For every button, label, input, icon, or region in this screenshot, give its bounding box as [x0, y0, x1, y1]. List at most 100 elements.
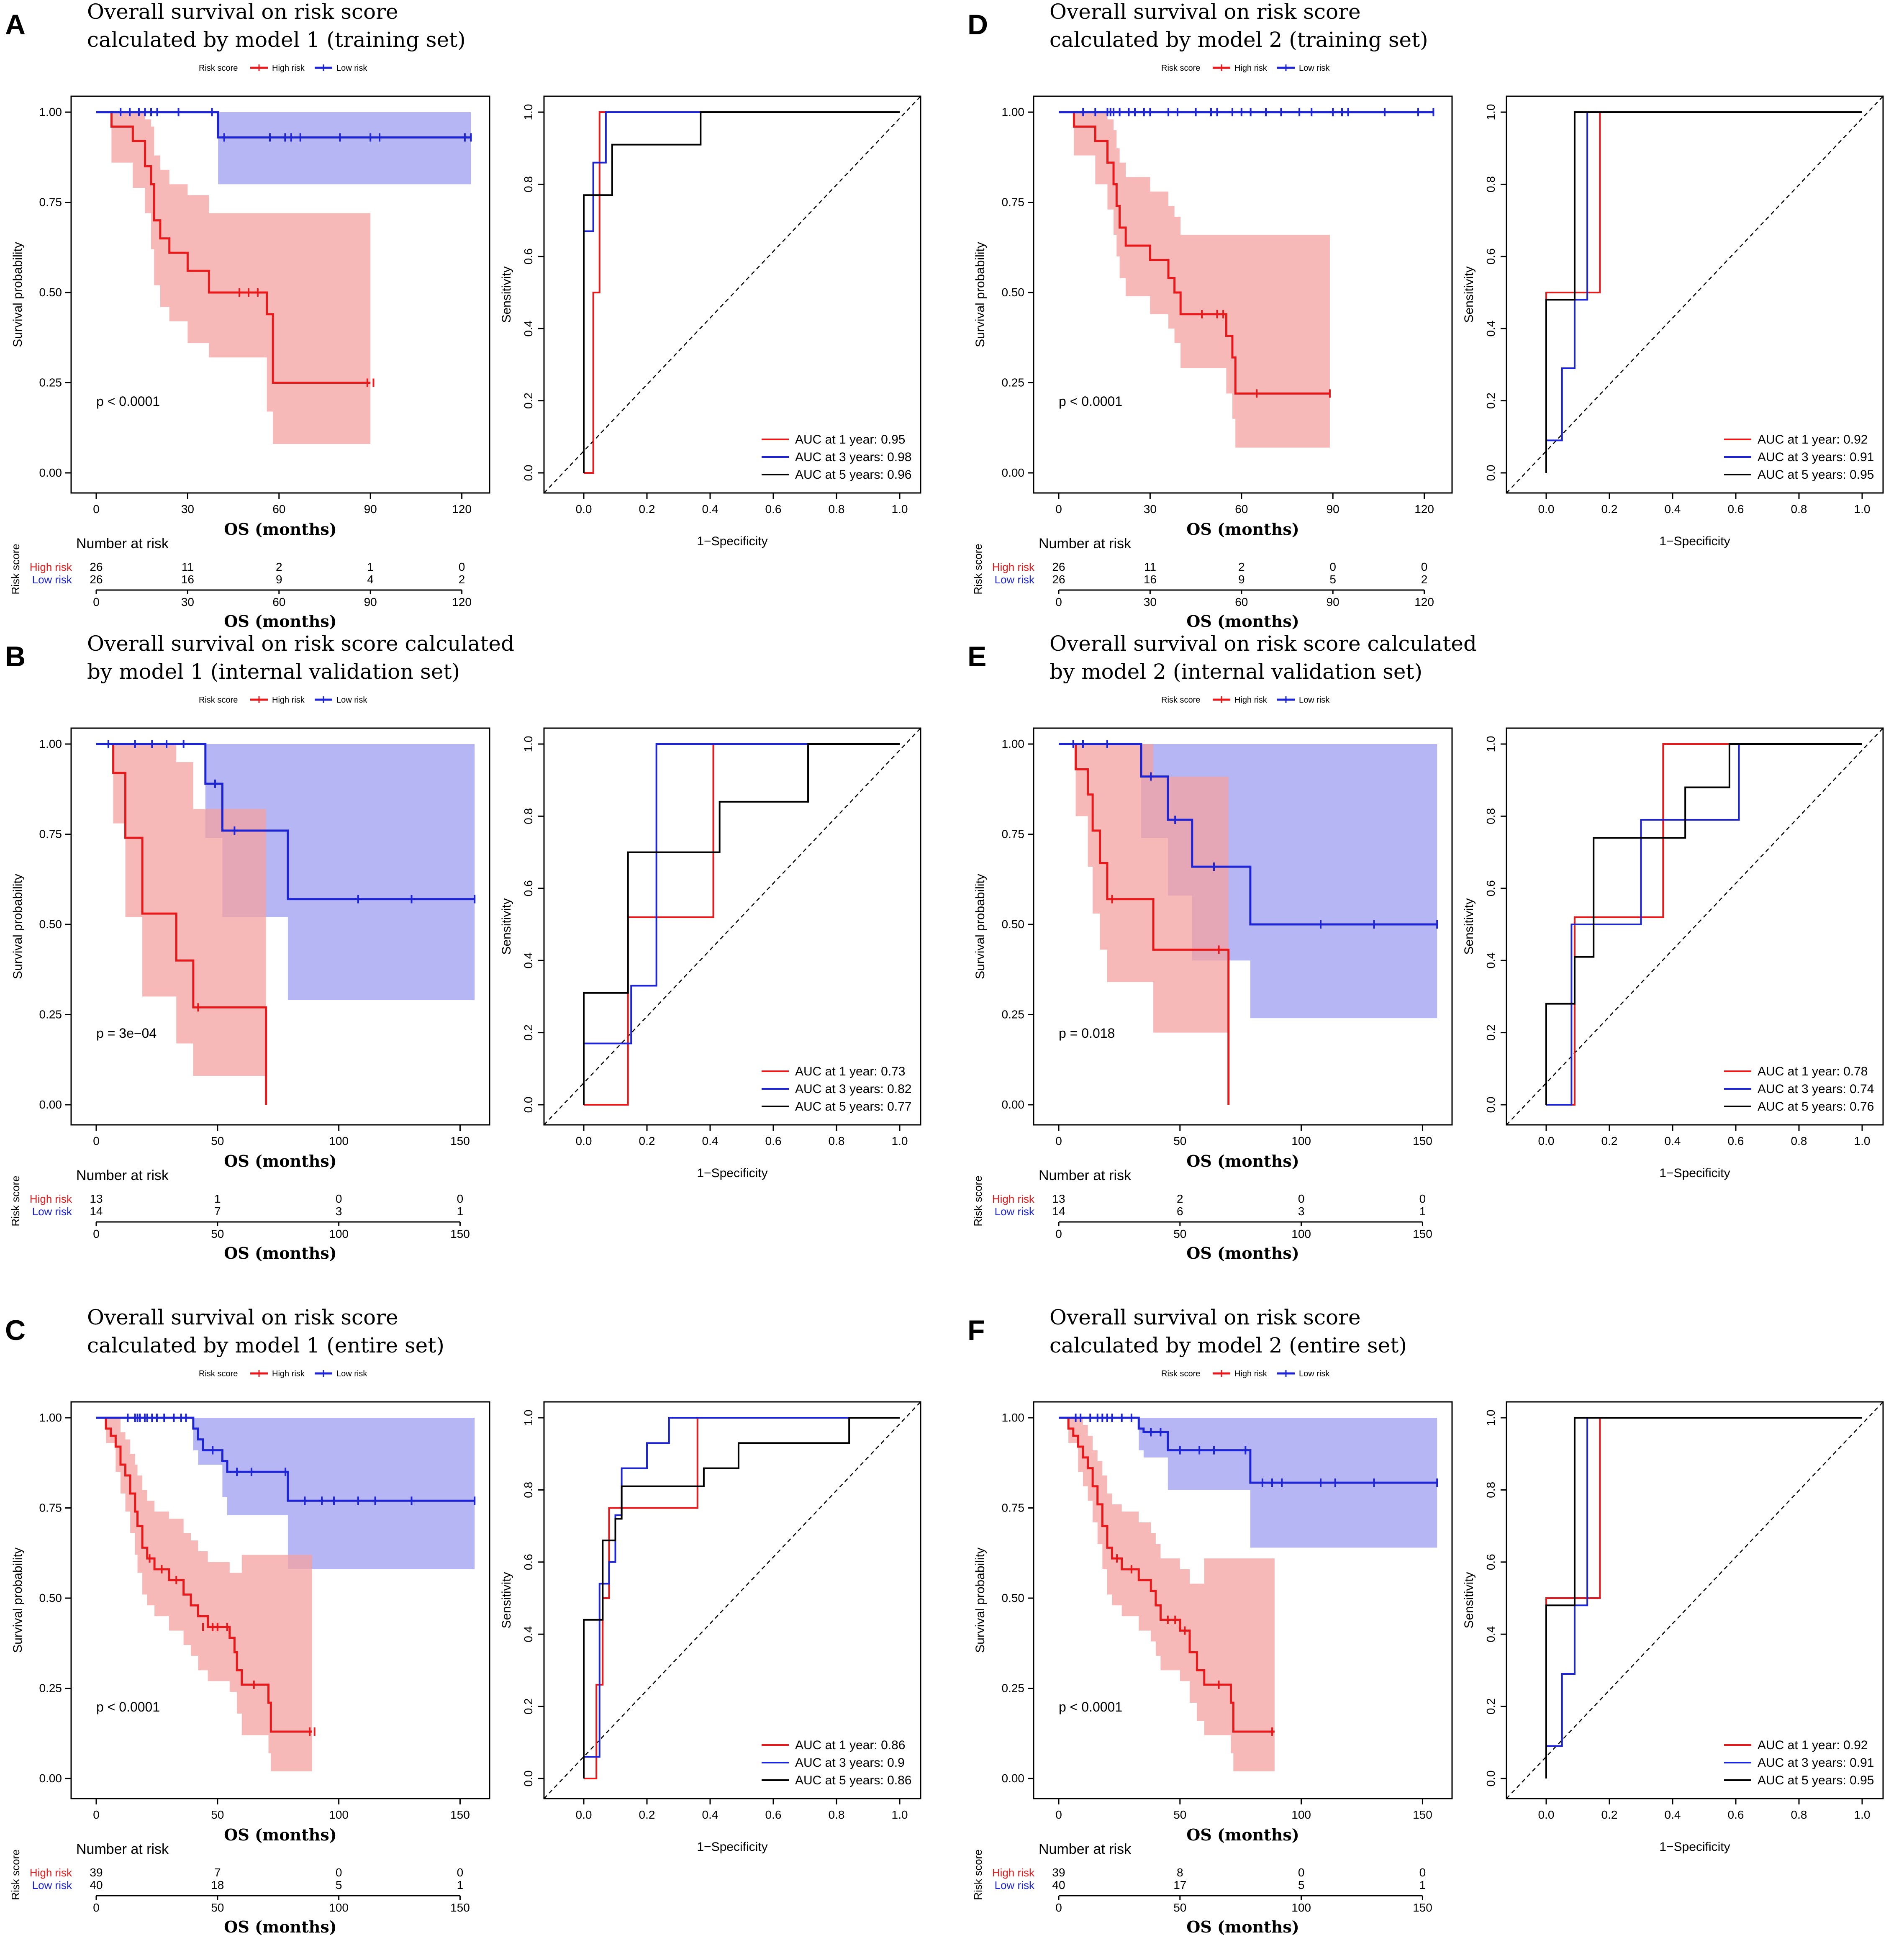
roc-y-axis-label: Sensitivity [500, 266, 513, 323]
panel-letter: F [967, 1314, 985, 1346]
risk-table-side-label: Risk score [9, 544, 22, 594]
risk-count: 1 [1419, 1205, 1426, 1218]
roc-reference-diagonal [544, 1401, 921, 1799]
km-x-tick-label: 50 [1173, 1808, 1186, 1821]
roc-y-axis-label: Sensitivity [1462, 266, 1476, 323]
risk-table-x-axis-label: OS (months) [1186, 612, 1299, 631]
legend-label: High risk [1234, 695, 1268, 705]
roc-x-tick-label: 0.6 [765, 1134, 782, 1147]
chart-title-line: Overall survival on risk score [1050, 1305, 1361, 1329]
roc-curve-1-year [584, 1417, 900, 1779]
high-risk-survival-curve [96, 743, 267, 1105]
risk-count: 0 [1298, 1192, 1305, 1205]
km-y-tick-label: 0.50 [39, 918, 62, 931]
km-y-tick-label: 0.75 [1002, 828, 1025, 841]
km-x-tick-label: 100 [1291, 1134, 1311, 1147]
km-x-tick-label: 50 [211, 1808, 224, 1821]
risk-table: Number at risk Risk score High risk 39 8 0 0 Lo… [972, 1841, 1432, 1935]
risk-table-tick-label: 100 [329, 1227, 349, 1240]
roc-curve-1-year [584, 111, 900, 474]
risk-table-row-label: Low risk [32, 1205, 72, 1218]
risk-count: 7 [214, 1866, 221, 1879]
km-y-tick-label: 0.75 [1002, 196, 1025, 209]
risk-count: 0 [1419, 1192, 1426, 1205]
roc-x-tick-label: 0.4 [1665, 503, 1681, 516]
roc-x-tick-label: 0.2 [639, 503, 655, 516]
legend-title: Risk score [1161, 1369, 1200, 1378]
roc-curve-5-years [1545, 743, 1862, 1105]
roc-y-tick-label: 1.0 [1484, 104, 1497, 121]
km-y-tick-label: 0.25 [39, 1682, 62, 1695]
risk-count: 5 [1298, 1879, 1305, 1891]
risk-table-x-axis-label: OS (months) [224, 1917, 337, 1935]
risk-count: 1 [367, 560, 374, 573]
km-x-tick-label: 0 [1055, 503, 1062, 516]
panel-c: C Overall survival on risk score calculate… [5, 1305, 921, 1935]
risk-count: 14 [90, 1205, 103, 1218]
km-y-tick-label: 0.00 [39, 1772, 62, 1785]
p-value: p < 0.0001 [96, 1699, 160, 1714]
roc-x-tick-label: 1.0 [1854, 1134, 1871, 1147]
km-x-tick-label: 120 [452, 503, 472, 516]
roc-y-tick-label: 0.8 [1484, 1482, 1497, 1498]
panel-d: D Overall survival on risk score calculate… [967, 0, 1884, 631]
km-frame [1033, 1401, 1453, 1799]
high-risk-survival-curve [1059, 743, 1230, 1105]
km-plot: 0.00 0.25 0.50 0.75 1.00 0 50 100 150 OS (months)… [973, 1401, 1453, 1844]
km-y-tick-label: 0.50 [39, 1591, 62, 1604]
risk-table-title: Number at risk [76, 536, 169, 552]
km-plot: 0.00 0.25 0.50 0.75 1.00 0 50 100 150 OS (months)… [11, 1401, 490, 1844]
high-risk-confidence-band [1059, 112, 1330, 448]
risk-table-tick-label: 60 [272, 595, 285, 608]
panel-letter: A [5, 9, 26, 41]
risk-count: 2 [1421, 573, 1428, 586]
risk-count: 2 [459, 573, 465, 586]
km-x-tick-label: 60 [272, 503, 285, 516]
km-x-tick-label: 90 [364, 503, 377, 516]
roc-y-axis-label: Sensitivity [1462, 1572, 1476, 1628]
risk-table-tick-label: 150 [1413, 1227, 1432, 1240]
roc-y-tick-label: 0.0 [1484, 1771, 1497, 1787]
km-x-tick-label: 50 [211, 1134, 224, 1147]
km-y-tick-label: 0.50 [39, 286, 62, 299]
roc-plot: 0.0 0.2 0.4 0.6 0.8 1.0 0.0 0.2 0.4 0.6 0.8 1.0 1−Sp… [1462, 1401, 1884, 1854]
high-risk-confidence-band [1059, 1418, 1275, 1771]
risk-count: 16 [181, 573, 194, 586]
km-y-tick-label: 0.25 [39, 1008, 62, 1021]
roc-x-tick-label: 0.0 [1538, 503, 1555, 516]
roc-x-tick-label: 0.0 [576, 1808, 592, 1821]
roc-y-tick-label: 0.4 [522, 321, 535, 337]
roc-x-tick-label: 0.4 [702, 1134, 718, 1147]
km-y-tick-label: 0.25 [1002, 1008, 1025, 1021]
roc-y-tick-label: 0.8 [1484, 176, 1497, 192]
roc-y-tick-label: 0.2 [1484, 393, 1497, 409]
p-value: p < 0.0001 [1059, 1699, 1122, 1714]
legend-label: High risk [1234, 1369, 1268, 1378]
km-y-tick-label: 1.00 [39, 1411, 62, 1424]
roc-plot: 0.0 0.2 0.4 0.6 0.8 1.0 0.0 0.2 0.4 0.6 0.8 1.0 1−Sp… [500, 727, 921, 1180]
km-y-tick-label: 1.00 [1002, 105, 1025, 118]
roc-y-tick-label: 0.6 [522, 248, 535, 264]
roc-x-tick-label: 0.2 [1601, 1808, 1618, 1821]
roc-frame [543, 95, 921, 494]
risk-table-tick-label: 0 [1055, 595, 1062, 608]
roc-y-axis-label: Sensitivity [500, 898, 513, 955]
km-y-tick-label: 0.50 [1002, 1591, 1025, 1604]
risk-count: 14 [1052, 1205, 1065, 1218]
risk-table-title: Number at risk [76, 1168, 169, 1183]
risk-table-row-label: Low risk [995, 573, 1035, 586]
roc-x-tick-label: 0.6 [1728, 1134, 1744, 1147]
risk-table-tick-label: 0 [93, 1901, 100, 1914]
high-risk-confidence-band [1059, 744, 1229, 1033]
roc-plot: 0.0 0.2 0.4 0.6 0.8 1.0 0.0 0.2 0.4 0.6 0.8 1.0 1−Sp… [500, 1401, 921, 1854]
risk-count: 0 [1419, 1866, 1426, 1879]
legend-title: Risk score [199, 695, 238, 705]
km-y-tick-label: 1.00 [39, 105, 62, 118]
low-risk-survival-curve [1059, 1417, 1437, 1484]
roc-reference-diagonal [1506, 96, 1883, 493]
risk-table-x-axis-label: OS (months) [224, 612, 337, 631]
panel-a: A Overall survival on risk score calculate… [5, 0, 921, 631]
km-y-tick-label: 0.00 [39, 1098, 62, 1111]
roc-y-tick-label: 0.6 [1484, 880, 1497, 896]
